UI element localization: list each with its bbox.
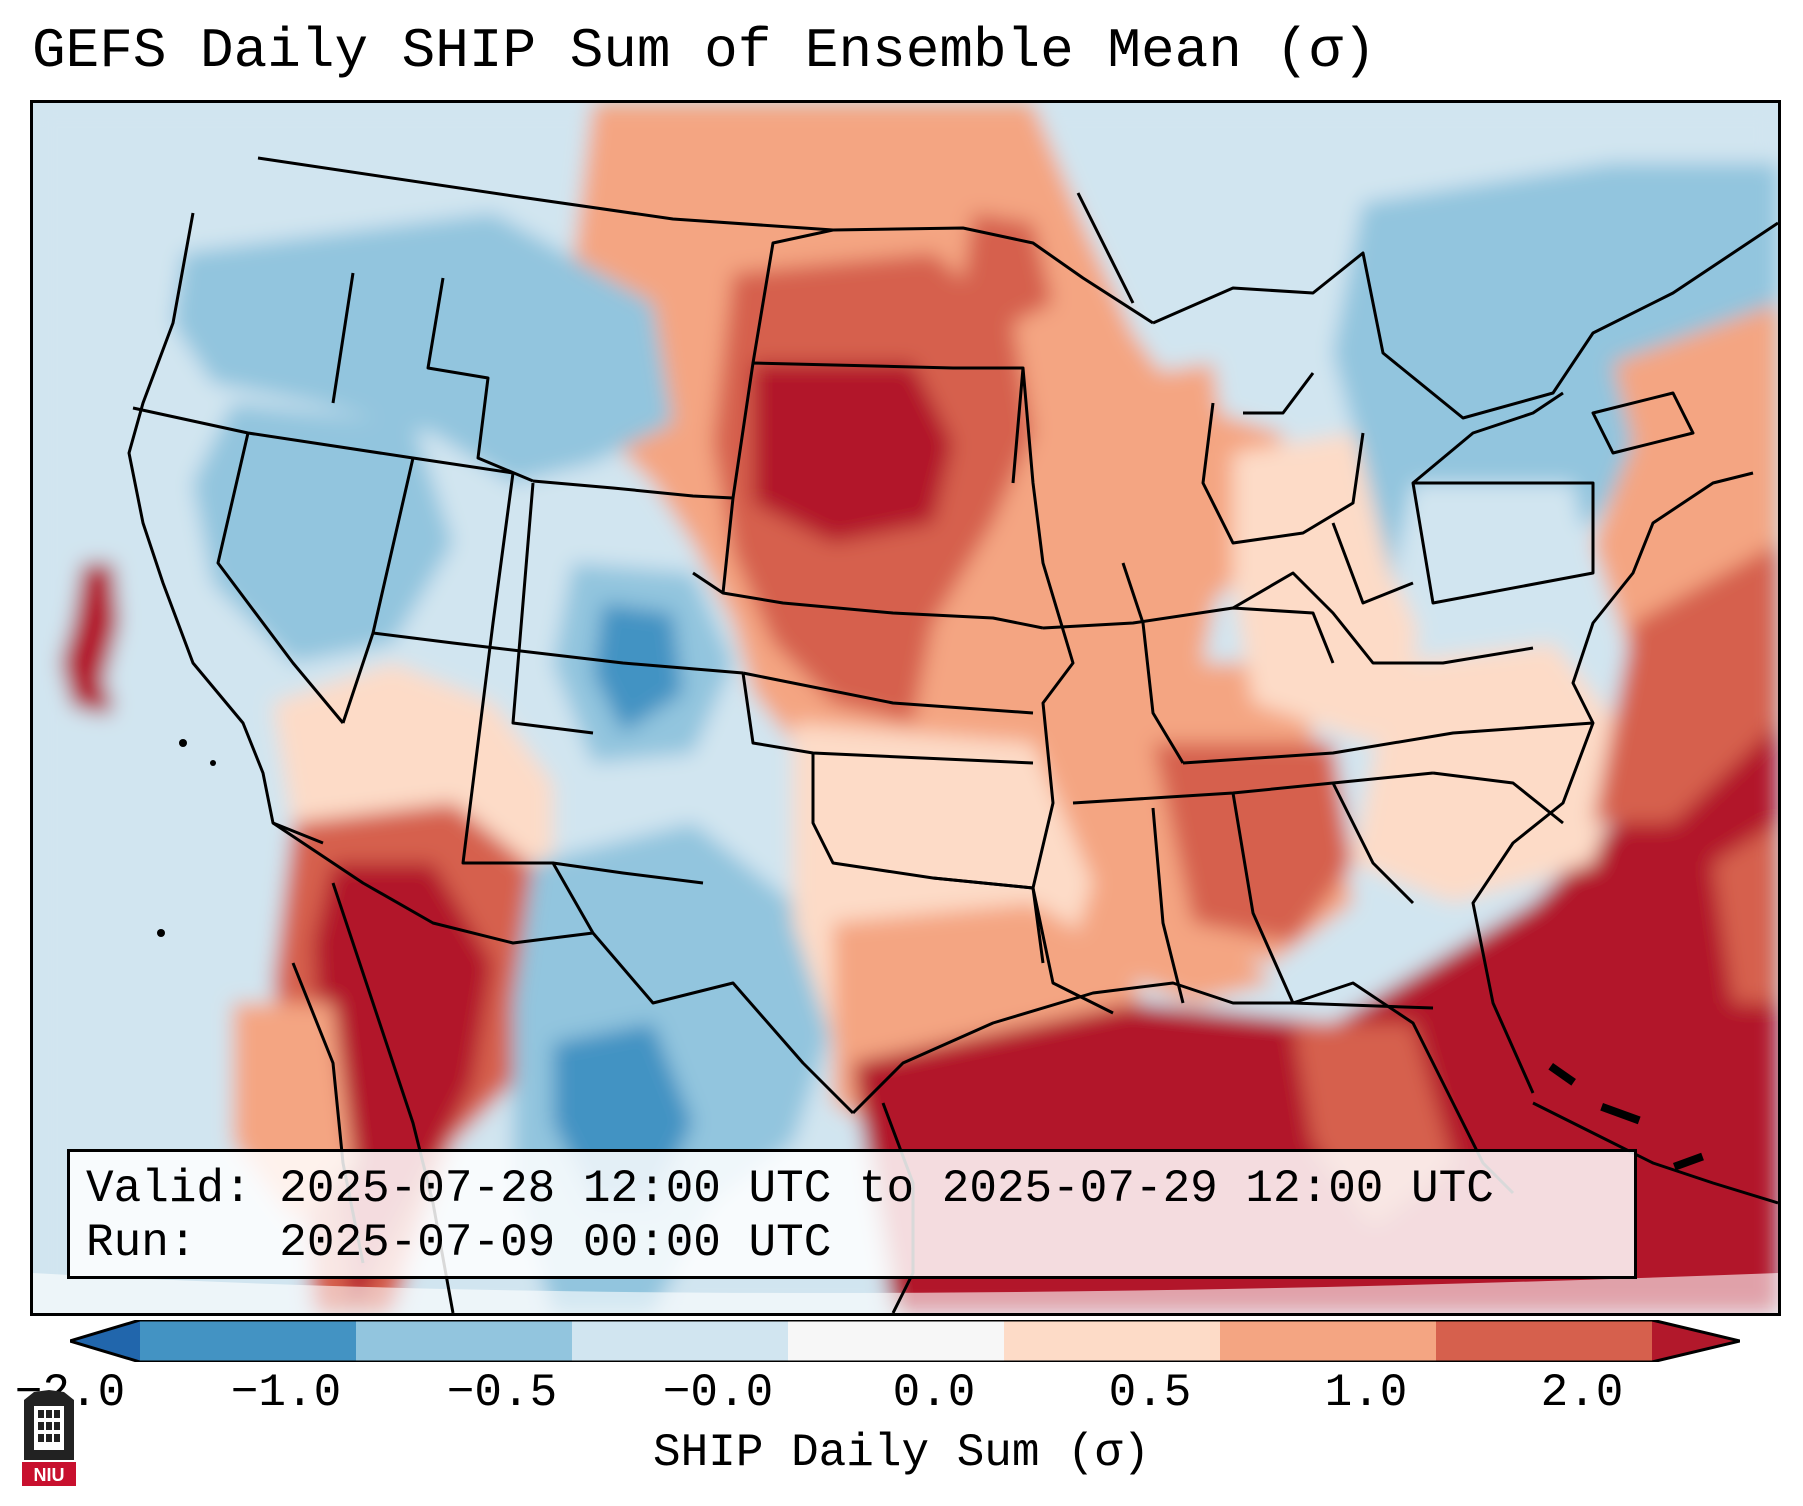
islands bbox=[157, 739, 1704, 1171]
colorbar-bin bbox=[788, 1320, 1004, 1362]
colorbar-tick-label: −0.5 bbox=[446, 1367, 558, 1419]
logo-text: NIU bbox=[34, 1465, 65, 1485]
colorbar-bin bbox=[572, 1320, 788, 1362]
field-map bbox=[33, 103, 1778, 1313]
colorbar-bin bbox=[1436, 1320, 1652, 1362]
colorbar-tick-label: 0.0 bbox=[892, 1367, 976, 1419]
colorbar-high-extend bbox=[1652, 1320, 1740, 1362]
niu-logo: NIU bbox=[22, 1390, 76, 1486]
colorbar-bin bbox=[140, 1320, 356, 1362]
colorbar-tick-label: −1.0 bbox=[230, 1367, 342, 1419]
projection-edge bbox=[33, 1273, 1778, 1313]
colorbar-tick-label: 2.0 bbox=[1540, 1367, 1624, 1419]
colorbar-label: SHIP Daily Sum (σ) bbox=[653, 1427, 1150, 1479]
colorbar-tick-label: −0.0 bbox=[662, 1367, 774, 1419]
colorbar-bin bbox=[356, 1320, 572, 1362]
valid-time-box: Valid: 2025-07-28 12:00 UTC to 2025-07-2… bbox=[67, 1149, 1637, 1279]
map-panel: Valid: 2025-07-28 12:00 UTC to 2025-07-2… bbox=[30, 100, 1781, 1316]
colorbar-low-extend bbox=[70, 1320, 140, 1362]
colorbar-bin bbox=[1004, 1320, 1220, 1362]
run-time-text: Run: 2025-07-09 00:00 UTC bbox=[86, 1217, 832, 1269]
colorbar-tick-label: 0.5 bbox=[1108, 1367, 1192, 1419]
valid-time-text: Valid: 2025-07-28 12:00 UTC to 2025-07-2… bbox=[86, 1163, 1494, 1215]
colorbar-tick-label: 1.0 bbox=[1324, 1367, 1408, 1419]
ship-field bbox=[33, 103, 1778, 1313]
colorbar bbox=[70, 1320, 1740, 1362]
map-title: GEFS Daily SHIP Sum of Ensemble Mean (σ) bbox=[32, 19, 1377, 83]
colorbar-bin bbox=[1220, 1320, 1436, 1362]
